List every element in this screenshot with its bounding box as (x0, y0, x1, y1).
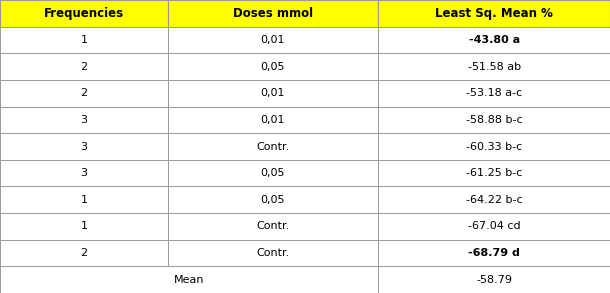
Text: -43.80 a: -43.80 a (468, 35, 520, 45)
Bar (168, 27, 378, 53)
Bar (0, 80, 168, 107)
Text: -61.25 b-c: -61.25 b-c (466, 168, 522, 178)
Bar (378, 53, 610, 80)
Bar (168, 80, 378, 107)
Bar (0, 27, 168, 53)
Text: Contr.: Contr. (256, 142, 290, 151)
Bar (0, 133, 168, 160)
Bar (378, 186, 610, 213)
Text: 0,05: 0,05 (260, 62, 285, 71)
Text: 0,05: 0,05 (260, 195, 285, 205)
Bar (0, 186, 168, 213)
Text: 0,01: 0,01 (260, 88, 285, 98)
Text: -53.18 a-c: -53.18 a-c (466, 88, 522, 98)
Text: 3: 3 (81, 142, 87, 151)
Bar (0, 266, 378, 293)
Bar (168, 240, 378, 266)
Bar (378, 0, 610, 27)
Bar (378, 240, 610, 266)
Text: 1: 1 (81, 195, 87, 205)
Text: Doses mmol: Doses mmol (233, 7, 313, 20)
Text: 0,05: 0,05 (260, 168, 285, 178)
Bar (0, 53, 168, 80)
Text: Contr.: Contr. (256, 248, 290, 258)
Text: 3: 3 (81, 168, 87, 178)
Text: 0,01: 0,01 (260, 35, 285, 45)
Bar (168, 160, 378, 186)
Text: Frequencies: Frequencies (44, 7, 124, 20)
Bar (378, 133, 610, 160)
Bar (168, 133, 378, 160)
Bar (168, 0, 378, 27)
Text: Mean: Mean (174, 275, 204, 285)
Bar (0, 107, 168, 133)
Bar (0, 0, 168, 27)
Text: -60.33 b-c: -60.33 b-c (466, 142, 522, 151)
Bar (378, 160, 610, 186)
Bar (0, 240, 168, 266)
Text: 1: 1 (81, 35, 87, 45)
Bar (378, 266, 610, 293)
Bar (168, 107, 378, 133)
Bar (378, 107, 610, 133)
Bar (168, 213, 378, 240)
Text: -68.79 d: -68.79 d (468, 248, 520, 258)
Text: 1: 1 (81, 222, 87, 231)
Text: Contr.: Contr. (256, 222, 290, 231)
Text: -64.22 b-c: -64.22 b-c (466, 195, 522, 205)
Text: Least Sq. Mean %: Least Sq. Mean % (435, 7, 553, 20)
Text: 2: 2 (81, 88, 87, 98)
Bar (0, 160, 168, 186)
Text: 2: 2 (81, 248, 87, 258)
Bar (378, 80, 610, 107)
Text: -51.58 ab: -51.58 ab (467, 62, 521, 71)
Text: 3: 3 (81, 115, 87, 125)
Bar (378, 27, 610, 53)
Text: 2: 2 (81, 62, 87, 71)
Text: -58.79: -58.79 (476, 275, 512, 285)
Bar (0, 213, 168, 240)
Text: -67.04 cd: -67.04 cd (468, 222, 520, 231)
Bar (378, 213, 610, 240)
Bar (168, 53, 378, 80)
Text: -58.88 b-c: -58.88 b-c (466, 115, 522, 125)
Text: 0,01: 0,01 (260, 115, 285, 125)
Bar (168, 186, 378, 213)
